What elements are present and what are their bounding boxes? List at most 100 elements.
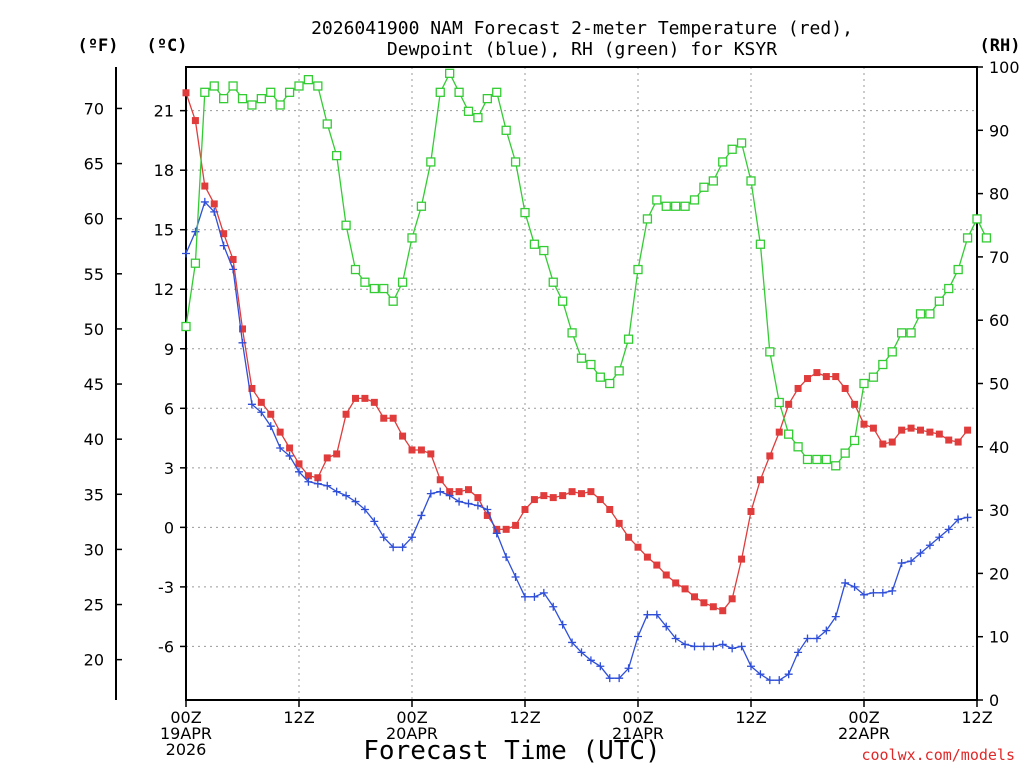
temperature-point-62 xyxy=(766,452,774,460)
dewpoint-point-73 xyxy=(869,588,878,597)
f-tick-label-8: 60 xyxy=(84,210,104,229)
dewpoint-point-28 xyxy=(445,491,454,500)
temperature-point-30 xyxy=(465,486,472,494)
rh-tick-label-9: 90 xyxy=(989,121,1009,140)
axes xyxy=(115,66,983,707)
rh-tick-label-7: 70 xyxy=(989,248,1009,267)
rh-tick-label-3: 30 xyxy=(989,501,1009,520)
dewpoint-point-46 xyxy=(615,674,624,683)
rh-point-63 xyxy=(774,397,784,408)
rh-point-73 xyxy=(868,372,879,382)
f-tick-label-10: 70 xyxy=(84,99,104,118)
x-tick-label-5-0: 12Z xyxy=(735,708,766,727)
temperature-point-1 xyxy=(191,117,199,125)
temperature-point-44 xyxy=(596,496,604,504)
dewpoint-point-38 xyxy=(539,588,548,597)
rh-point-85 xyxy=(981,233,992,243)
rh-point-5 xyxy=(228,81,238,91)
x-tick-label-2-0: 00Z xyxy=(396,708,427,727)
temperature-point-61 xyxy=(756,476,764,484)
dewpoint-point-45 xyxy=(605,674,614,683)
rh-point-13 xyxy=(303,75,314,85)
rh-point-61 xyxy=(755,239,766,249)
dewpoint-point-33 xyxy=(492,529,501,538)
temperature-point-18 xyxy=(352,394,359,402)
rh-point-22 xyxy=(388,296,398,306)
dewpoint-point-2 xyxy=(200,197,209,206)
dewpoint-point-9 xyxy=(266,422,275,431)
plot-frame xyxy=(185,66,978,701)
fahrenheit-unit-label: (ºF) xyxy=(78,36,119,56)
chart-title-line-2: Dewpoint (blue), RH (green) for KSYR xyxy=(387,39,777,60)
dewpoint-point-30 xyxy=(464,499,473,508)
c-tick-label-5: 9 xyxy=(164,340,174,359)
rh-point-37 xyxy=(529,239,540,249)
dewpoint-point-6 xyxy=(238,338,247,347)
dewpoint-point-26 xyxy=(426,489,435,498)
dewpoint-point-62 xyxy=(765,676,774,685)
temperature-point-72 xyxy=(860,420,868,428)
rh-point-18 xyxy=(350,264,361,275)
dewpoint-point-78 xyxy=(916,549,925,558)
rh-point-59 xyxy=(736,138,747,148)
rh-point-40 xyxy=(558,296,568,306)
dewpoint-point-60 xyxy=(747,662,755,671)
dewpoint-point-63 xyxy=(775,676,784,685)
temperature-point-80 xyxy=(935,430,943,438)
rh-point-72 xyxy=(859,378,869,389)
temperature-point-4 xyxy=(220,230,228,238)
rh-point-83 xyxy=(962,233,973,243)
temperature-point-3 xyxy=(210,200,218,208)
dewpoint-point-48 xyxy=(634,632,642,641)
dewpoint-point-37 xyxy=(530,592,539,601)
rh-tick-label-2: 20 xyxy=(989,564,1009,583)
rh-point-55 xyxy=(699,182,709,192)
dewpoint-point-14 xyxy=(313,479,322,488)
rh-point-34 xyxy=(501,125,511,135)
temperature-point-27 xyxy=(436,476,444,484)
x-tick-label-2-1: 20APR xyxy=(386,724,438,743)
dewpoint-point-74 xyxy=(878,588,887,597)
rh-point-4 xyxy=(219,94,229,104)
rh-point-51 xyxy=(661,201,671,211)
rh-point-50 xyxy=(652,195,662,205)
x-tick-label-4-0: 00Z xyxy=(622,708,653,727)
rh-point-30 xyxy=(463,106,474,116)
temperature-point-24 xyxy=(408,446,416,454)
temperature-series xyxy=(182,89,972,615)
dewpoint-point-82 xyxy=(954,515,963,524)
dewpoint-point-70 xyxy=(841,578,850,587)
dewpoint-point-21 xyxy=(379,533,388,542)
rh-point-47 xyxy=(623,334,634,344)
temperature-point-25 xyxy=(417,446,425,454)
f-tick-label-3: 35 xyxy=(84,485,104,504)
rh-point-75 xyxy=(887,347,897,357)
rh-point-74 xyxy=(878,359,888,370)
dewpoint-point-41 xyxy=(568,638,577,647)
dewpoint-point-71 xyxy=(850,582,859,591)
f-tick-label-9: 65 xyxy=(84,155,104,174)
rh-point-28 xyxy=(445,68,455,78)
dewpoint-point-22 xyxy=(389,543,398,552)
temperature-point-10 xyxy=(276,428,284,436)
rh-point-21 xyxy=(379,283,389,294)
c-tick-label-0: -6 xyxy=(158,637,174,656)
dewpoint-point-1 xyxy=(191,227,200,236)
temperature-point-40 xyxy=(559,492,567,500)
rh-tick-label-4: 40 xyxy=(989,438,1009,457)
rh-point-31 xyxy=(473,112,483,123)
temperature-point-66 xyxy=(804,375,811,383)
rh-point-64 xyxy=(784,429,794,439)
x-tick-label-3-0: 12Z xyxy=(509,708,540,727)
temperature-point-81 xyxy=(945,436,953,444)
dewpoint-point-55 xyxy=(699,642,708,651)
rh-point-70 xyxy=(840,448,850,458)
dewpoint-series xyxy=(182,197,972,685)
rh-point-52 xyxy=(671,201,681,211)
temperature-point-2 xyxy=(201,182,209,190)
c-tick-label-1: -3 xyxy=(158,578,174,597)
temperature-point-55 xyxy=(700,599,708,607)
rh-point-79 xyxy=(925,309,935,319)
